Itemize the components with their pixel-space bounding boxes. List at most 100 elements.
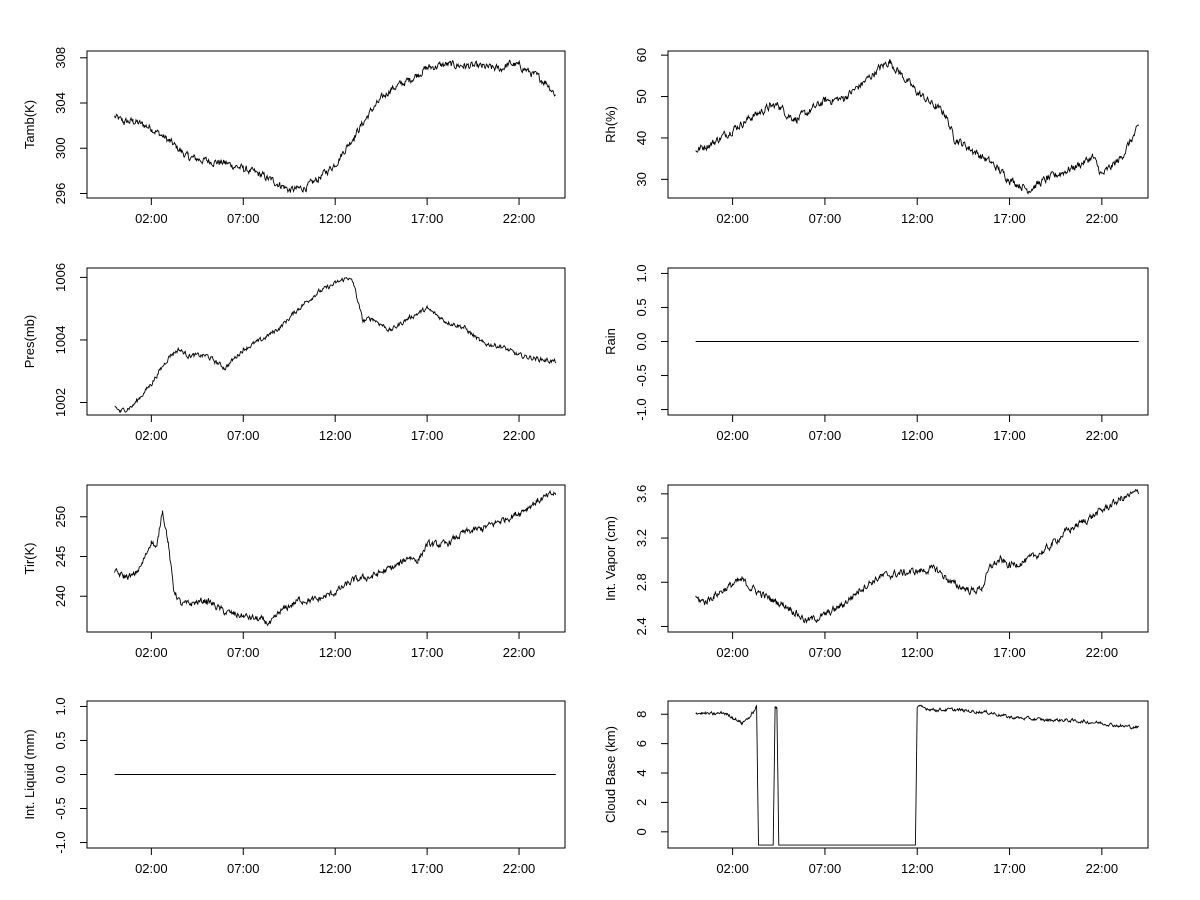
y-axis-label: Tamb(K): [22, 100, 37, 149]
x-tick-label: 22:00: [503, 428, 536, 443]
y-tick-label: 40: [634, 131, 649, 145]
y-tick-label: 0.5: [53, 731, 68, 749]
y-axis-label: Int. Vapor (cm): [603, 516, 618, 601]
x-tick-label: 22:00: [1086, 211, 1119, 226]
panel-tamb: 02:00 07:00 12:00 17:00 22:00 296 300 304 308 Tam…: [22, 47, 566, 226]
panel-int-vapor: 02:00 07:00 12:00 17:00 22:00 2.4 2.8 3.2 3.6 Int…: [603, 484, 1149, 660]
x-tick-label: 07:00: [809, 645, 842, 660]
plot-frame: [667, 484, 1149, 633]
x-tick-label: 22:00: [503, 861, 536, 876]
y-tick-label: 0: [634, 828, 649, 835]
series-line: [114, 59, 556, 194]
panel-rain: 02:00 07:00 12:00 17:00 22:00 -1.0 -0.5 0.0 0.5 1…: [603, 264, 1149, 443]
x-tick-label: 22:00: [1086, 861, 1119, 876]
x-tick-label: 02:00: [716, 428, 749, 443]
y-tick-label: 1004: [53, 325, 68, 354]
y-tick-label: 2.8: [634, 573, 649, 591]
x-tick-label: 02:00: [135, 211, 168, 226]
x-tick-label: 07:00: [809, 211, 842, 226]
x-tick-label: 12:00: [319, 645, 352, 660]
x-tick-label: 12:00: [901, 428, 934, 443]
y-tick-label: -0.5: [53, 797, 68, 819]
x-tick-label: 22:00: [1086, 645, 1119, 660]
panel-rh: 02:00 07:00 12:00 17:00 22:00 30 40 50 60 Rh(%): [603, 48, 1149, 226]
y-tick-label: 1.0: [53, 697, 68, 715]
x-tick-label: 17:00: [411, 645, 444, 660]
y-tick-label: -0.5: [634, 364, 649, 386]
y-tick-label: 30: [634, 172, 649, 186]
x-tick-label: 02:00: [135, 861, 168, 876]
plot-frame: [86, 50, 566, 199]
x-tick-label: 02:00: [135, 645, 168, 660]
plot-frame: [86, 267, 566, 416]
y-tick-label: 60: [634, 48, 649, 62]
y-tick-label: 50: [634, 89, 649, 103]
y-tick-label: 1002: [53, 388, 68, 417]
y-tick-label: 0.0: [634, 332, 649, 350]
panel-pres: 02:00 07:00 12:00 17:00 22:00 1002 1004 1006 Pre…: [22, 263, 566, 443]
y-tick-label: 1006: [53, 263, 68, 292]
y-tick-label: 0.5: [634, 298, 649, 316]
plot-frame: [86, 484, 566, 633]
x-tick-label: 17:00: [411, 861, 444, 876]
x-tick-label: 12:00: [319, 861, 352, 876]
y-tick-label: 296: [53, 183, 68, 205]
x-tick-label: 12:00: [319, 428, 352, 443]
y-axis-label: Rain: [603, 328, 618, 355]
y-axis-label: Tir(K): [22, 542, 37, 574]
x-tick-label: 07:00: [227, 428, 260, 443]
x-tick-label: 22:00: [1086, 428, 1119, 443]
y-tick-label: 300: [53, 137, 68, 159]
x-tick-label: 02:00: [716, 211, 749, 226]
x-tick-label: 02:00: [135, 428, 168, 443]
plot-frame: [667, 50, 1149, 199]
plot-frame: [667, 700, 1149, 849]
y-axis-label: Cloud Base (km): [603, 726, 618, 823]
y-tick-label: 245: [53, 546, 68, 568]
panel-int-liquid: 02:00 07:00 12:00 17:00 22:00 -1.0 -0.5 0.0 0.5 1…: [22, 697, 566, 876]
y-tick-label: 0.0: [53, 765, 68, 783]
x-tick-label: 22:00: [503, 645, 536, 660]
x-tick-label: 02:00: [716, 861, 749, 876]
x-tick-label: 07:00: [809, 428, 842, 443]
panel-tir: 02:00 07:00 12:00 17:00 22:00 240 245 250 Tir(K): [22, 484, 566, 660]
y-axis-label: Pres(mb): [22, 315, 37, 368]
x-tick-label: 17:00: [411, 211, 444, 226]
y-axis-label: Rh(%): [603, 106, 618, 143]
y-tick-label: 4: [634, 769, 649, 776]
y-tick-label: 240: [53, 585, 68, 607]
y-tick-label: -1.0: [634, 398, 649, 420]
x-tick-label: 12:00: [901, 645, 934, 660]
x-tick-label: 02:00: [716, 645, 749, 660]
x-tick-label: 07:00: [227, 211, 260, 226]
y-axis-label: Int. Liquid (mm): [22, 729, 37, 819]
series-line: [695, 704, 1139, 846]
x-tick-label: 17:00: [993, 645, 1026, 660]
x-tick-label: 07:00: [227, 645, 260, 660]
y-tick-label: 2: [634, 799, 649, 806]
x-tick-label: 12:00: [901, 861, 934, 876]
panel-cloud-base: 02:00 07:00 12:00 17:00 22:00 0 2 4 6 8 Cloud Base…: [603, 700, 1149, 876]
y-tick-label: 250: [53, 506, 68, 528]
series-line: [695, 488, 1140, 625]
x-tick-label: 17:00: [411, 428, 444, 443]
x-tick-label: 17:00: [993, 861, 1026, 876]
series-line: [114, 489, 557, 627]
y-tick-label: 308: [53, 47, 68, 69]
series-line: [695, 59, 1140, 195]
x-tick-label: 12:00: [319, 211, 352, 226]
y-tick-label: 3.6: [634, 485, 649, 503]
x-tick-label: 17:00: [993, 211, 1026, 226]
x-tick-label: 07:00: [809, 861, 842, 876]
y-tick-label: 2.4: [634, 617, 649, 635]
y-tick-label: -1.0: [53, 831, 68, 853]
x-tick-label: 07:00: [227, 861, 260, 876]
x-tick-label: 22:00: [503, 211, 536, 226]
x-tick-label: 17:00: [993, 428, 1026, 443]
x-tick-label: 12:00: [901, 211, 934, 226]
y-tick-label: 304: [53, 92, 68, 114]
y-tick-label: 1.0: [634, 264, 649, 282]
y-tick-label: 8: [634, 711, 649, 718]
y-tick-label: 6: [634, 740, 649, 747]
